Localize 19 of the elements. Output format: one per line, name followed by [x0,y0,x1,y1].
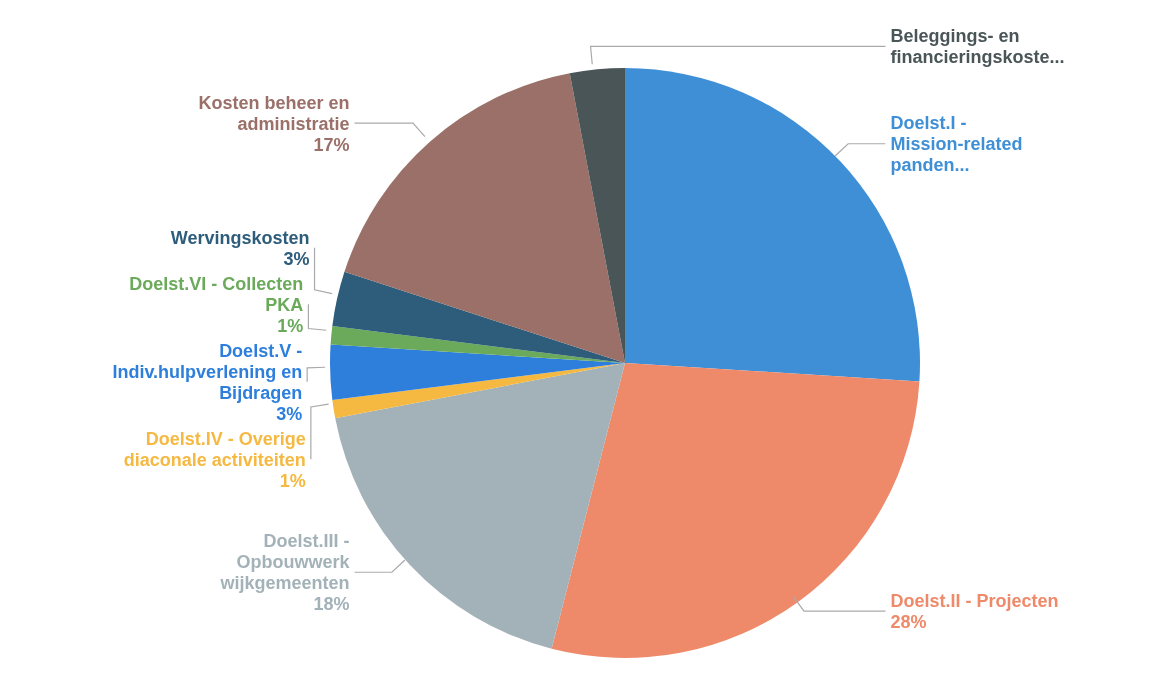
slice-label: Doelst.III - Opbouwwerk wijkgemeenten [219,531,351,594]
data-label: 17% [313,134,350,155]
data-label: 3% [283,248,310,269]
slice-label: Beleggings- en financieringskoste... [890,26,1065,68]
data-label: 3% [276,403,303,424]
slice-label: Doelst.II - Projecten [890,591,1059,612]
pie-slice [332,363,625,419]
slice-label: Doelst.VI - Collecten PKA [129,273,304,315]
pie-slice [569,68,625,363]
pie-slice [332,271,625,363]
slice-label: Kosten beheer en administratie [198,92,350,134]
slice-label: Doelst.I - Mission-related panden... [890,113,1023,176]
data-label: 18% [313,594,350,615]
slice-label: Wervingskosten [170,227,310,248]
slice-label: Doelst.V - Indiv.hulpverlening en Bijdragen [112,340,303,403]
data-label: 1% [277,315,304,336]
slice-label: Doelst.IV - Overige diaconale activiteiten [123,428,306,470]
data-label: 28% [890,612,927,633]
data-label: 1% [279,470,306,491]
